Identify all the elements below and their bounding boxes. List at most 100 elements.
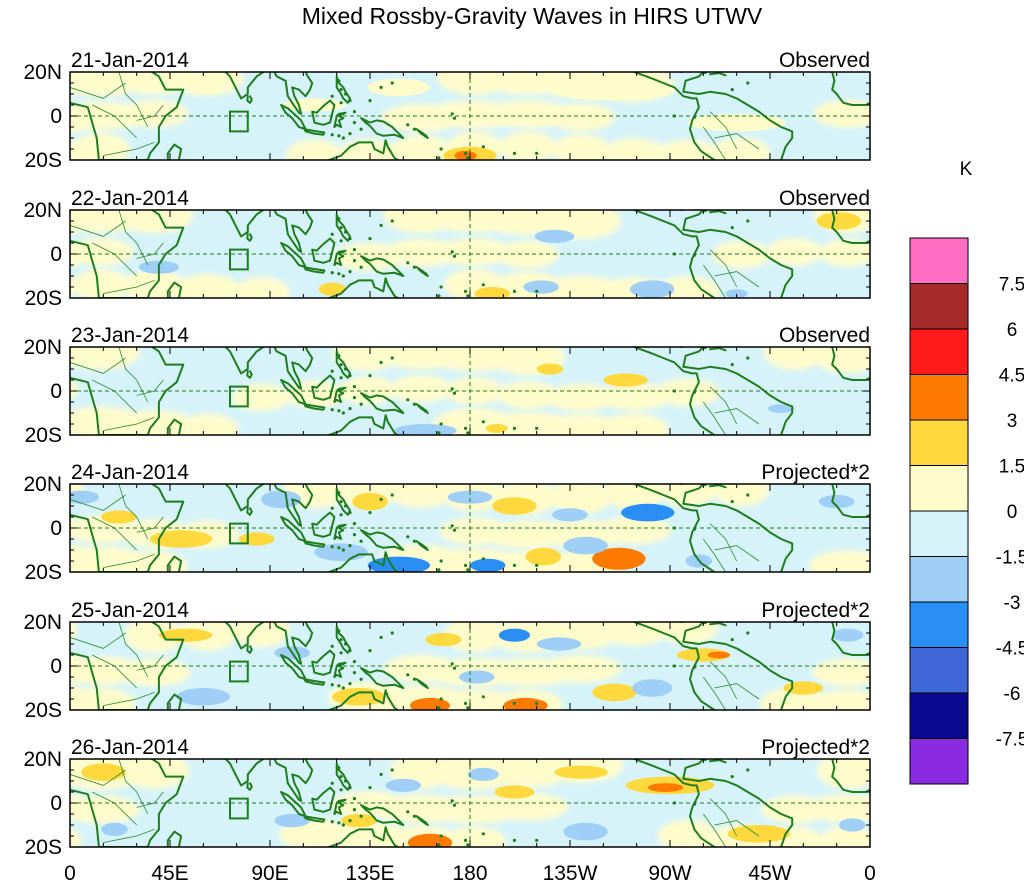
- country-border: [709, 661, 738, 700]
- island: [330, 232, 334, 236]
- anomaly-blob: [485, 424, 508, 433]
- panel-date: 25-Jan-2014: [71, 599, 189, 622]
- anomaly-blob: [727, 825, 791, 843]
- anomaly-blob: [603, 373, 648, 387]
- panel-label: Projected*2: [761, 461, 870, 484]
- weak-warm-patch: [497, 381, 559, 409]
- island: [412, 402, 417, 406]
- panel-2: 20N 0 20S 23-Jan-2014 Observed: [23, 324, 871, 447]
- anomaly-blob: [838, 818, 866, 832]
- island: [463, 838, 468, 843]
- y-tick-label: 20N: [23, 61, 62, 84]
- y-tick-label: 20S: [25, 836, 62, 859]
- island: [423, 409, 428, 413]
- anomaly-blob: [101, 510, 137, 524]
- anomaly-blob: [352, 492, 388, 511]
- sulawesi-coast: [333, 798, 347, 815]
- island: [337, 766, 341, 770]
- indochina-coast: [273, 210, 314, 253]
- anomaly-blob: [523, 280, 559, 294]
- colorbar-tick-label: 6: [1007, 320, 1018, 341]
- anomaly-blob: [470, 558, 506, 572]
- colorbar-swatch: [909, 465, 969, 512]
- weak-warm-patch: [445, 377, 504, 405]
- anomaly-blob: [394, 424, 457, 435]
- sumatra-coast: [280, 516, 307, 543]
- panel-field: [70, 759, 870, 847]
- india-coast: [224, 622, 265, 650]
- colorbar-tick-label: 7.5: [999, 275, 1024, 296]
- weak-anomaly-bands: [70, 210, 870, 298]
- island: [730, 638, 734, 642]
- weak-warm-patch: [655, 378, 720, 407]
- island: [339, 239, 343, 243]
- weak-warm-patch: [70, 828, 82, 847]
- island: [463, 426, 468, 430]
- colorbar: K 7.5 6 4.5 3 1.5 0 -1.5 -3 -4.5 -6 -7.5: [909, 159, 1024, 785]
- island: [343, 92, 348, 96]
- indochina-coast: [273, 72, 314, 115]
- island: [450, 112, 454, 116]
- panel-ticks: [69, 346, 871, 436]
- island: [343, 504, 348, 508]
- country-border: [702, 264, 726, 298]
- y-tick-label: 0: [50, 792, 62, 815]
- country-border: [702, 401, 726, 435]
- island: [337, 409, 341, 413]
- island: [450, 250, 454, 254]
- island: [535, 838, 539, 843]
- colorbar-swatch: [909, 738, 969, 785]
- island: [437, 843, 441, 847]
- anomaly-blobs: [394, 363, 795, 435]
- panel-field: [70, 72, 870, 160]
- island: [352, 660, 357, 664]
- island: [339, 788, 343, 792]
- island: [368, 374, 372, 378]
- anomaly-blob: [525, 547, 562, 566]
- weak-warm-patch: [818, 238, 870, 267]
- island: [330, 271, 334, 275]
- island: [406, 673, 410, 677]
- island: [439, 422, 443, 426]
- weak-warm-patch: [124, 622, 184, 654]
- y-tick-label: 20S: [25, 149, 62, 172]
- country-border: [702, 126, 726, 160]
- island: [330, 369, 334, 373]
- island: [337, 272, 341, 276]
- anomaly-blob: [832, 628, 864, 642]
- island: [341, 686, 345, 690]
- colorbar-tick-label: 3: [1007, 411, 1018, 432]
- y-tick-label: 20N: [23, 748, 62, 771]
- weak-warm-patch: [602, 138, 667, 160]
- island: [423, 134, 428, 138]
- highlight-box: [229, 385, 249, 408]
- island: [535, 563, 539, 568]
- island: [512, 701, 517, 706]
- x-tick-label: 90W: [648, 862, 691, 885]
- y-tick-label: 20S: [25, 424, 62, 447]
- anomaly-blob: [554, 765, 608, 779]
- weak-warm-patch: [657, 622, 719, 645]
- island: [406, 123, 410, 127]
- madagascar-coast: [166, 281, 183, 298]
- country-border: [714, 133, 760, 150]
- srilanka-coast: [246, 507, 253, 516]
- country-border: [103, 554, 155, 568]
- weak-warm-patch: [171, 72, 244, 96]
- island: [439, 285, 443, 289]
- africa-coast: [70, 347, 185, 435]
- borneo-coast: [311, 649, 336, 676]
- sumatra-coast: [280, 104, 307, 131]
- weak-warm-patch: [70, 347, 140, 370]
- weak-warm-patch: [436, 238, 513, 266]
- y-tick-label: 0: [50, 655, 62, 678]
- island: [341, 136, 345, 140]
- island: [412, 677, 417, 681]
- island: [512, 563, 517, 568]
- island: [348, 649, 352, 653]
- island: [330, 506, 334, 510]
- island: [352, 385, 357, 389]
- island: [352, 797, 357, 801]
- weak-warm-patch: [442, 826, 507, 847]
- weak-warm-patch: [551, 134, 611, 160]
